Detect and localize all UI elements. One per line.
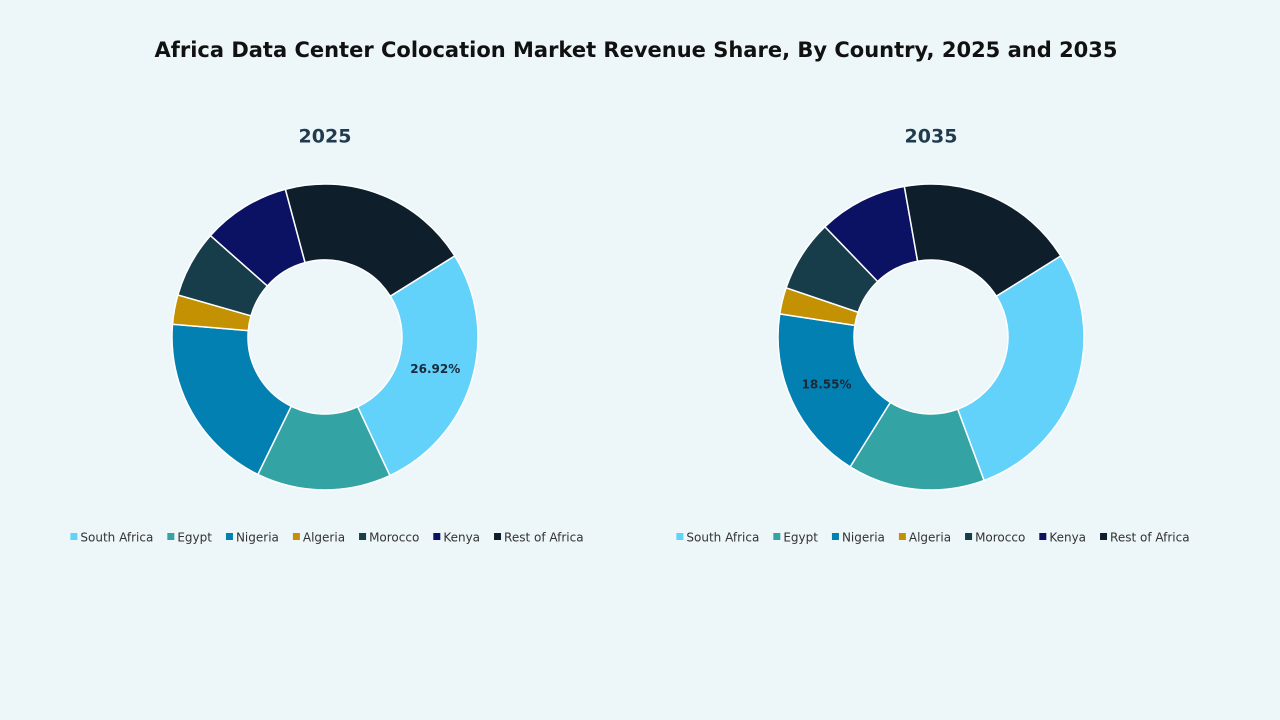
chart-title: Africa Data Center Colocation Market Rev… bbox=[154, 38, 1117, 62]
donut-slice bbox=[356, 254, 479, 477]
donut-slice bbox=[777, 313, 892, 468]
legend-label: Kenya bbox=[1049, 531, 1086, 545]
data-label: 26.92% bbox=[410, 362, 460, 376]
legend-label: South Africa bbox=[686, 531, 759, 545]
data-label: 18.55% bbox=[802, 378, 852, 392]
legend: South Africa Egypt Nigeria Algeria Morocco Ke… bbox=[70, 531, 584, 545]
legend-swatch bbox=[433, 533, 441, 540]
legend-label: Rest of Africa bbox=[1110, 531, 1190, 545]
legend-label: Algeria bbox=[909, 531, 951, 545]
donut-title: 2035 bbox=[905, 126, 958, 148]
donut-slice bbox=[903, 183, 1062, 298]
legend-swatch bbox=[167, 533, 175, 540]
legend-label: Kenya bbox=[443, 531, 480, 545]
legend-label: Rest of Africa bbox=[504, 531, 584, 545]
legend-label: Egypt bbox=[177, 531, 212, 545]
legend-swatch bbox=[1039, 533, 1047, 540]
donut-title: 2025 bbox=[299, 126, 352, 148]
legend-swatch bbox=[1100, 533, 1108, 540]
legend-label: Nigeria bbox=[842, 531, 885, 545]
legend-swatch bbox=[965, 533, 973, 540]
legend-swatch bbox=[292, 533, 300, 540]
legend-swatch bbox=[898, 533, 906, 540]
legend-swatch bbox=[773, 533, 781, 540]
legend-label: Morocco bbox=[975, 531, 1025, 545]
legend-label: Nigeria bbox=[236, 531, 279, 545]
donut-slice bbox=[956, 254, 1085, 482]
legend-label: Egypt bbox=[783, 531, 818, 545]
donut-slice bbox=[284, 183, 456, 298]
legend-label: Morocco bbox=[369, 531, 419, 545]
legend-swatch bbox=[494, 533, 502, 540]
legend-swatch bbox=[676, 533, 684, 540]
legend-label: South Africa bbox=[80, 531, 153, 545]
legend-swatch bbox=[359, 533, 367, 540]
legend-swatch bbox=[225, 533, 233, 540]
legend-swatch bbox=[831, 533, 839, 540]
legend-label: Algeria bbox=[303, 531, 345, 545]
legend: South Africa Egypt Nigeria Algeria Morocco Ke… bbox=[676, 531, 1190, 545]
legend-swatch bbox=[70, 533, 78, 540]
donut-slice bbox=[171, 323, 293, 476]
